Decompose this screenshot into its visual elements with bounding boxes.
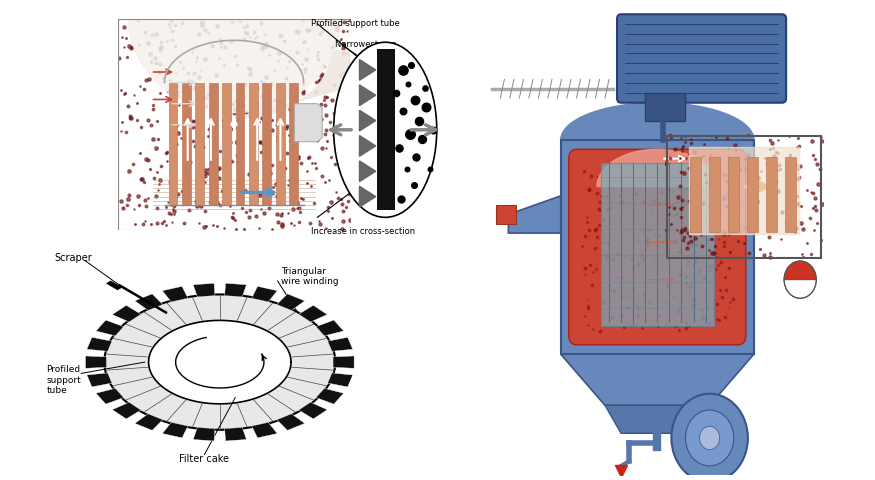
Polygon shape (96, 388, 123, 404)
Bar (222, 83, 231, 205)
Polygon shape (561, 354, 754, 405)
Circle shape (333, 42, 437, 217)
Polygon shape (360, 60, 375, 80)
Bar (766, 157, 777, 232)
Bar (377, 49, 395, 210)
Polygon shape (316, 388, 344, 404)
Polygon shape (276, 294, 304, 311)
Polygon shape (689, 147, 799, 234)
Circle shape (700, 426, 719, 450)
Text: Filter cake: Filter cake (179, 454, 229, 464)
Polygon shape (360, 110, 375, 131)
Polygon shape (135, 414, 163, 431)
Polygon shape (360, 85, 375, 106)
Polygon shape (112, 402, 141, 419)
Polygon shape (561, 103, 754, 140)
Polygon shape (252, 422, 277, 438)
Bar (107, 281, 122, 290)
Polygon shape (360, 135, 375, 156)
Polygon shape (298, 402, 327, 419)
Bar (249, 83, 258, 205)
Text: Narrowest gap: Narrowest gap (335, 40, 396, 49)
Bar (235, 83, 244, 205)
Bar (747, 157, 758, 232)
Polygon shape (252, 286, 277, 302)
Polygon shape (87, 337, 112, 351)
Text: Triangular
wire winding: Triangular wire winding (282, 267, 339, 286)
Polygon shape (112, 305, 141, 322)
Bar (728, 157, 739, 232)
Polygon shape (508, 196, 561, 233)
Polygon shape (162, 422, 188, 438)
Bar (601, 163, 714, 326)
Bar (645, 94, 685, 121)
Circle shape (671, 394, 748, 480)
Polygon shape (225, 283, 247, 297)
Polygon shape (360, 186, 375, 207)
Bar (209, 83, 218, 205)
Text: Scraper: Scraper (54, 253, 92, 264)
Polygon shape (162, 286, 188, 302)
PathPatch shape (104, 294, 335, 430)
Polygon shape (276, 414, 304, 431)
Text: Profiled support tube: Profiled support tube (311, 19, 399, 28)
Polygon shape (225, 427, 247, 441)
Bar (561, 140, 754, 354)
Bar (169, 83, 178, 205)
Polygon shape (333, 356, 354, 368)
Polygon shape (597, 149, 717, 187)
Bar (276, 83, 284, 205)
Text: Increase in cross-section: Increase in cross-section (311, 227, 415, 236)
Polygon shape (193, 283, 215, 297)
Bar (262, 83, 271, 205)
Polygon shape (496, 205, 516, 224)
Polygon shape (298, 305, 327, 322)
Bar (690, 157, 701, 232)
Polygon shape (96, 320, 123, 336)
Wedge shape (784, 280, 816, 298)
Polygon shape (360, 161, 375, 181)
Polygon shape (193, 427, 215, 441)
Polygon shape (135, 294, 163, 311)
Bar (195, 83, 204, 205)
Text: Profiled
support
tube: Profiled support tube (46, 365, 81, 395)
Polygon shape (234, 51, 350, 119)
Polygon shape (86, 356, 107, 368)
Polygon shape (294, 104, 322, 142)
Polygon shape (327, 373, 353, 387)
Bar (182, 83, 191, 205)
Polygon shape (605, 405, 710, 433)
Polygon shape (87, 373, 112, 387)
Bar (785, 157, 795, 232)
Bar (709, 157, 720, 232)
Polygon shape (316, 320, 344, 336)
FancyBboxPatch shape (617, 14, 786, 103)
Circle shape (685, 410, 734, 466)
Bar (290, 83, 298, 205)
Polygon shape (327, 337, 353, 351)
FancyBboxPatch shape (569, 149, 746, 345)
Wedge shape (784, 261, 816, 280)
